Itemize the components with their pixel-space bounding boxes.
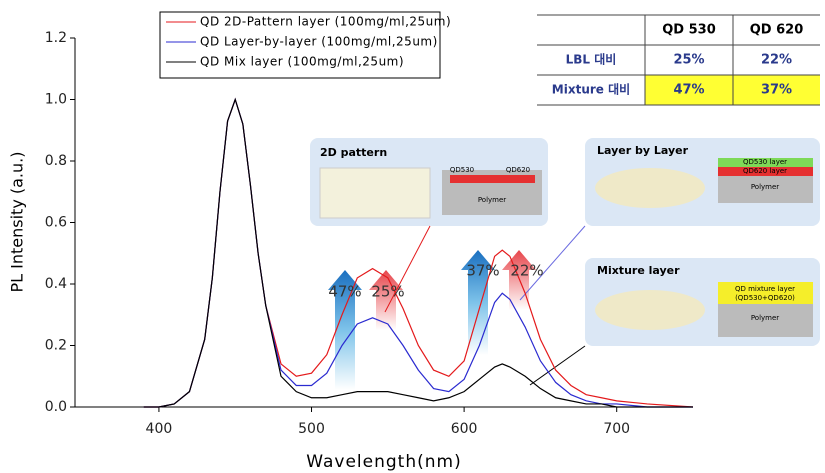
y-tick-label: 0.2 <box>45 338 67 354</box>
x-tick-label: 400 <box>146 421 173 437</box>
inset-title: 2D pattern <box>320 146 387 159</box>
table-row-label: LBL 대비 <box>566 52 617 67</box>
y-tick-label: 1.0 <box>45 92 67 108</box>
table-header: QD 530 <box>662 23 716 38</box>
inset-image <box>595 290 705 330</box>
layer <box>450 175 535 183</box>
inset-image <box>595 168 705 208</box>
up-arrow <box>328 270 362 390</box>
y-tick-label: 0.0 <box>45 399 67 415</box>
table-cell-text: 47% <box>673 83 704 98</box>
legend <box>159 11 441 79</box>
annotation: 22% <box>510 262 543 280</box>
inset-label: Polymer <box>751 314 779 322</box>
table-header: QD 620 <box>750 23 804 38</box>
line <box>143 97 693 408</box>
up-arrow <box>461 250 495 355</box>
x-tick-label: 600 <box>451 421 478 437</box>
pointer <box>519 225 586 301</box>
arrows <box>328 250 536 390</box>
y-tick-label: 0.4 <box>45 276 67 292</box>
pointer <box>529 345 586 386</box>
pointer <box>384 225 431 313</box>
table-row-label: Mixture 대비 <box>552 82 630 97</box>
x-tick-label: 700 <box>603 421 630 437</box>
layer <box>718 167 813 176</box>
inset-label: (QD530+QD620) <box>735 294 795 302</box>
inset-label: QD620 <box>506 166 530 174</box>
inset-title: Mixture layer <box>597 264 680 277</box>
layer <box>718 282 813 304</box>
inset-label: QD620 layer <box>743 167 787 175</box>
table-cell-text: 37% <box>761 83 792 98</box>
y-tick-label: 1.2 <box>45 30 67 46</box>
legend-label: QD 2D-Pattern layer (100mg/ml,25um) <box>200 15 451 29</box>
table-cell-text: 25% <box>673 53 704 68</box>
annotation: 37% <box>466 262 499 280</box>
inset-label: QD530 <box>450 166 474 174</box>
layer <box>718 158 813 167</box>
inset-label: QD530 layer <box>743 158 787 166</box>
legend-label: QD Layer-by-layer (100mg/ml,25um) <box>200 35 438 49</box>
table-cell-text: 22% <box>761 53 792 68</box>
y-axis-label: PL Intensity (a.u.) <box>8 152 27 293</box>
inset-title: Layer by Layer <box>597 144 689 157</box>
x-axis-label: Wavelength(nm) <box>306 452 461 472</box>
inset-label: Polymer <box>478 196 506 204</box>
y-tick-label: 0.6 <box>45 215 67 231</box>
inset-image <box>319 167 431 219</box>
annotation: 25% <box>371 283 404 301</box>
inset-label: Polymer <box>751 183 779 191</box>
legend-label: QD Mix layer (100mg/ml,25um) <box>200 55 404 69</box>
up-arrow <box>502 250 536 310</box>
annotation: 47% <box>328 283 361 301</box>
insets <box>310 138 820 386</box>
up-arrow <box>369 270 403 330</box>
x-tick-label: 500 <box>298 421 325 437</box>
y-tick-label: 0.8 <box>45 153 67 169</box>
inset-label: QD mixture layer <box>735 285 795 293</box>
